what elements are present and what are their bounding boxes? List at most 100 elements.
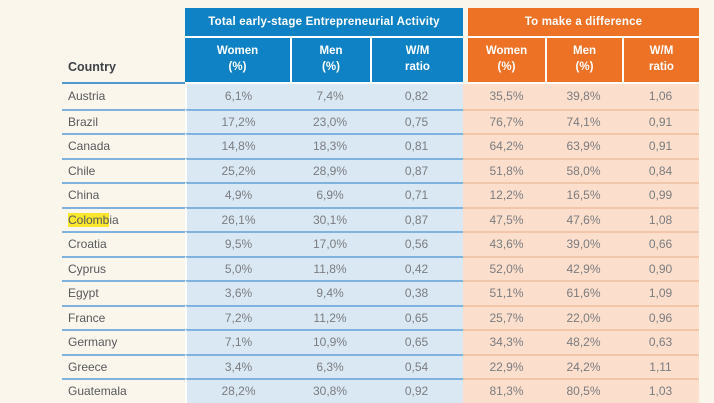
- tea-women-cell: 28,2%: [185, 378, 290, 403]
- section-gap-cell: [463, 157, 468, 182]
- country-cell: Cyprus: [62, 255, 185, 281]
- diff-women-cell: 51,8%: [468, 157, 545, 182]
- diff-ratio-cell: 1,09: [622, 280, 699, 305]
- diff-women-cell: 43,6%: [468, 231, 545, 256]
- diff-women-cell: 52,0%: [468, 255, 545, 280]
- row-left-margin: [0, 133, 62, 158]
- section-gap-cell: [463, 353, 468, 378]
- tea-men-cell: 23,0%: [290, 108, 370, 133]
- diff-women-cell: 64,2%: [468, 133, 545, 158]
- tea-women-cell: 17,2%: [185, 108, 290, 133]
- tea-ratio-cell: 0,71: [370, 182, 463, 207]
- diff-ratio-cell: 1,06: [622, 84, 699, 109]
- tea-men-cell: 30,1%: [290, 206, 370, 231]
- row-left-margin: [0, 158, 62, 183]
- diff-women-column-header: Women (%): [468, 38, 545, 84]
- tea-men-cell: 30,8%: [290, 378, 370, 403]
- diff-men-cell: 42,9%: [545, 255, 622, 280]
- row-left-margin: [0, 182, 62, 207]
- row-left-margin: [0, 207, 62, 232]
- diff-men-cell: 48,2%: [545, 329, 622, 354]
- tea-women-cell: 3,6%: [185, 280, 290, 305]
- tea-women-cell: 7,1%: [185, 329, 290, 354]
- tea-men-cell: 9,4%: [290, 280, 370, 305]
- country-cell: Colomb ia: [62, 206, 185, 232]
- diff-men-cell: 47,6%: [545, 206, 622, 231]
- country-cell: Austria: [68, 89, 106, 104]
- diff-men-cell: 63,9%: [545, 133, 622, 158]
- diff-men-cell: 61,6%: [545, 280, 622, 305]
- table-row: China 4,9% 6,9% 0,71 12,2% 16,5% 0,99: [0, 182, 714, 207]
- diff-men-cell: 80,5%: [545, 378, 622, 403]
- diff-ratio-cell: 0,63: [622, 329, 699, 354]
- table-row: Egypt 3,6% 9,4% 0,38 51,1% 61,6% 1,09: [0, 280, 714, 305]
- section-gap-cell: [463, 280, 468, 305]
- tea-ratio-cell: 0,92: [370, 378, 463, 403]
- diff-women-cell: 25,7%: [468, 304, 545, 329]
- row-left-margin: [0, 329, 62, 354]
- diff-ratio-column-header: W/M ratio: [622, 38, 699, 84]
- tea-men-cell: 10,9%: [290, 329, 370, 354]
- group-header-difference: To make a difference: [468, 8, 699, 36]
- table-body: Austria 6,1% 7,4% 0,82 35,5% 39,8% 1,06 Brazil 1…: [0, 84, 714, 403]
- tea-ratio-cell: 0,65: [370, 329, 463, 354]
- section-gap-cell: [463, 329, 468, 354]
- row-left-margin: [0, 84, 62, 109]
- table-row: Greece 3,4% 6,3% 0,54 22,9% 24,2% 1,11: [0, 353, 714, 379]
- country-cell: Germany: [62, 329, 185, 354]
- tea-women-cell: 6,1%: [185, 84, 290, 109]
- diff-men-cell: 16,5%: [545, 182, 622, 207]
- tea-women-cell: 14,8%: [185, 133, 290, 158]
- row-left-margin: [0, 231, 62, 256]
- tea-ratio-cell: 0,87: [370, 157, 463, 182]
- section-gap-cell: [463, 231, 468, 256]
- diff-women-cell: 34,3%: [468, 329, 545, 354]
- country-cell: Chile: [62, 157, 185, 183]
- diff-ratio-cell: 0,91: [622, 133, 699, 158]
- tea-ratio-cell: 0,65: [370, 304, 463, 329]
- diff-women-cell: 12,2%: [468, 182, 545, 207]
- diff-women-cell: 47,5%: [468, 206, 545, 231]
- tea-men-cell: 6,3%: [290, 353, 370, 378]
- tea-men-cell: 7,4%: [290, 84, 370, 109]
- table-row: Cyprus 5,0% 11,8% 0,42 52,0% 42,9% 0,90: [0, 255, 714, 281]
- diff-ratio-cell: 1,08: [622, 206, 699, 231]
- tea-ratio-cell: 0,56: [370, 231, 463, 256]
- table-row: Brazil 17,2% 23,0% 0,75 76,7% 74,1% 0,91: [0, 108, 714, 133]
- table-row: Germany 7,1% 10,9% 0,65 34,3% 48,2% 0,63: [0, 329, 714, 354]
- diff-women-cell: 51,1%: [468, 280, 545, 305]
- tea-women-cell: 4,9%: [185, 182, 290, 207]
- tea-ratio-cell: 0,54: [370, 353, 463, 378]
- table-row: Canada 14,8% 18,3% 0,81 64,2% 63,9% 0,91: [0, 133, 714, 158]
- header-gap-row: [0, 36, 714, 38]
- section-gap-cell: [463, 304, 468, 329]
- search-highlight: Colomb: [68, 212, 110, 227]
- tea-ratio-cell: 0,87: [370, 206, 463, 231]
- diff-ratio-cell: 0,96: [622, 304, 699, 329]
- tea-women-cell: 7,2%: [185, 304, 290, 329]
- row-left-margin: [0, 305, 62, 330]
- table-row: Austria 6,1% 7,4% 0,82 35,5% 39,8% 1,06: [0, 84, 714, 109]
- section-gap-cell: [463, 378, 468, 403]
- diff-ratio-cell: 0,90: [622, 255, 699, 280]
- diff-men-cell: 74,1%: [545, 108, 622, 133]
- diff-women-cell: 76,7%: [468, 108, 545, 133]
- group-header-tea: Total early-stage Entrepreneurial Activi…: [185, 8, 463, 36]
- country-cell: Croatia: [62, 231, 185, 256]
- section-gap-cell: [463, 206, 468, 231]
- tea-women-column-header: Women (%): [185, 38, 290, 84]
- tea-ratio-cell: 0,82: [370, 84, 463, 109]
- tea-ratio-column-header: W/M ratio: [370, 38, 463, 84]
- tea-women-cell: 5,0%: [185, 255, 290, 280]
- diff-men-cell: 39,0%: [545, 231, 622, 256]
- row-left-margin: [0, 354, 62, 379]
- table-row: Colomb ia 26,1% 30,1% 0,87 47,5% 47,6% 1,08: [0, 206, 714, 232]
- country-cell: Egypt: [62, 280, 185, 305]
- country-cell: China: [62, 182, 185, 207]
- diff-women-cell: 35,5%: [468, 84, 545, 109]
- tea-men-column-header: Men (%): [290, 38, 370, 84]
- row-left-margin: [0, 256, 62, 281]
- country-column-header: Country: [62, 38, 185, 84]
- tea-women-cell: 25,2%: [185, 157, 290, 182]
